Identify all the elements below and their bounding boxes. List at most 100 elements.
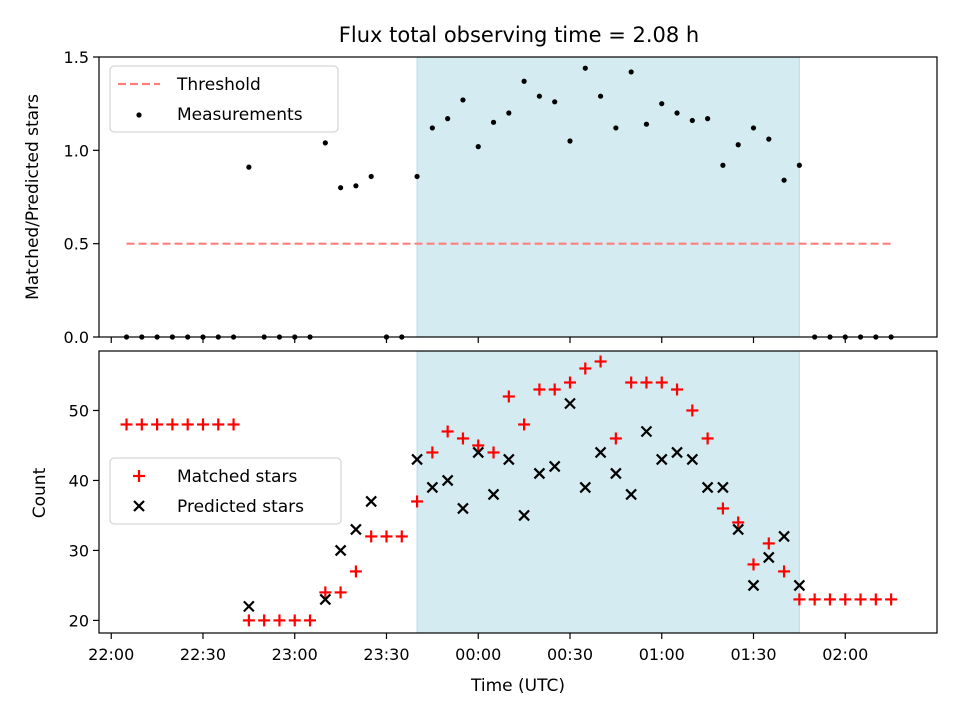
matched-star-point <box>839 593 852 606</box>
predicted-star-point <box>472 446 485 459</box>
measurements-legend-swatch <box>136 112 142 118</box>
predicted-star-point <box>686 453 699 466</box>
bottom-x-tick-label: 23:30 <box>363 645 409 664</box>
matched-star-point <box>854 593 867 606</box>
measurement-point <box>414 173 420 180</box>
matched-star-point <box>548 383 561 396</box>
observing-window-shade-top <box>416 56 800 338</box>
bottom-x-tick-label: 01:30 <box>730 645 776 664</box>
predicted-star-point <box>564 397 576 410</box>
matched-star-point <box>716 502 729 515</box>
measurement-point <box>368 173 374 180</box>
matched-star-point <box>609 432 622 445</box>
matched-star-point <box>640 376 653 389</box>
matched-star-point <box>288 614 301 627</box>
matched-star-point <box>304 614 317 627</box>
predicted-star-point <box>594 446 607 459</box>
bottom-y-tick-label: 20 <box>69 611 89 630</box>
bottom-y-ticks: 20 30 40 50 <box>69 401 99 630</box>
matched-legend-swatch <box>133 470 145 482</box>
predicted-star-point <box>610 467 622 480</box>
measurement-point <box>567 138 573 144</box>
predicted-star-point <box>763 551 775 564</box>
top-x-ticks <box>110 337 846 343</box>
matched-star-point <box>456 432 469 445</box>
top-y-tick-label: 0.5 <box>64 235 89 254</box>
bottom-x-tick-label: 02:00 <box>822 645 868 664</box>
predicted-star-point <box>243 600 255 613</box>
matched-star-point <box>732 516 745 529</box>
measurement-point <box>796 162 802 168</box>
bottom-panel: 20 30 40 50 22:00 22:30 23:00 23:30 00:00 00:30 0… <box>30 350 938 696</box>
measurement-point <box>781 177 787 183</box>
predicted-star-point <box>334 544 347 557</box>
matched-star-point <box>487 446 500 459</box>
predicted-star-point <box>533 467 546 480</box>
measurement-point <box>689 117 695 124</box>
measurement-point <box>322 140 328 146</box>
predicted-star-point <box>640 425 653 438</box>
predicted-star-point <box>793 579 806 592</box>
chart-title: Flux total observing time = 2.08 h <box>339 23 699 47</box>
measurement-point <box>521 78 527 84</box>
measurement-point <box>720 162 726 168</box>
predicted-star-point <box>732 523 744 536</box>
predicted-star-point <box>548 460 561 473</box>
matched-star-point <box>778 565 791 578</box>
bottom-y-tick-label: 50 <box>69 401 89 420</box>
matched-star-point <box>655 376 668 389</box>
matched-star-point <box>135 418 148 431</box>
matched-star-point <box>502 390 515 403</box>
measurement-point <box>582 65 588 71</box>
measurement-point <box>338 185 344 191</box>
matched-star-point <box>533 383 546 396</box>
matched-star-point <box>793 593 806 606</box>
predicted-star-point <box>655 453 668 466</box>
bottom-x-tick-label: 00:00 <box>455 645 501 664</box>
measurement-point <box>460 97 466 103</box>
matched-star-point <box>380 530 393 543</box>
bottom-y-axis-label: Count <box>30 467 50 518</box>
predicted-star-point <box>701 481 714 494</box>
predicted-star-point <box>518 509 530 522</box>
measurement-point <box>552 99 558 105</box>
measurement-point <box>766 136 772 142</box>
measurement-point <box>445 116 451 122</box>
predicted-star-point <box>319 593 332 606</box>
matched-star-point <box>823 593 836 606</box>
matched-star-point <box>212 418 225 431</box>
measurement-point <box>643 121 650 127</box>
matched-star-point <box>671 383 684 396</box>
matched-star-point <box>579 362 592 375</box>
top-y-tick-label: 1.5 <box>64 48 89 67</box>
bottom-x-ticks: 22:00 22:30 23:00 23:30 00:00 00:30 01:00 01:30… <box>88 633 868 664</box>
bottom-x-tick-label: 23:00 <box>272 645 318 664</box>
predicted-star-point <box>671 446 683 459</box>
predicted-star-point <box>747 579 760 592</box>
bottom-x-tick-label: 00:30 <box>547 645 593 664</box>
threshold-legend-label: Threshold <box>176 75 261 95</box>
predicted-star-point <box>625 488 637 501</box>
matched-star-point <box>349 565 362 578</box>
predicted-star-point <box>778 530 790 543</box>
bottom-y-tick-label: 30 <box>69 541 89 560</box>
matched-star-point <box>441 425 454 438</box>
measurement-point <box>659 101 665 107</box>
predicted-star-point <box>503 453 515 466</box>
predicted-star-point <box>441 474 454 487</box>
measurement-point <box>735 142 741 148</box>
measurements-legend-label: Measurements <box>177 105 303 125</box>
measurement-point <box>246 164 252 170</box>
matched-star-point <box>166 418 179 431</box>
bottom-panel-frame <box>98 350 938 634</box>
matched-star-point <box>273 614 286 627</box>
measurement-point <box>490 119 497 125</box>
measurement-point <box>353 183 359 189</box>
matched-star-point <box>885 593 898 606</box>
matched-star-point <box>701 432 714 445</box>
bottom-y-tick-label: 40 <box>69 471 89 490</box>
matched-star-point <box>181 418 194 431</box>
observing-window-shade-bottom <box>416 350 800 634</box>
bottom-legend: Matched stars Predicted stars <box>109 457 342 525</box>
bottom-legend-box <box>109 457 342 525</box>
